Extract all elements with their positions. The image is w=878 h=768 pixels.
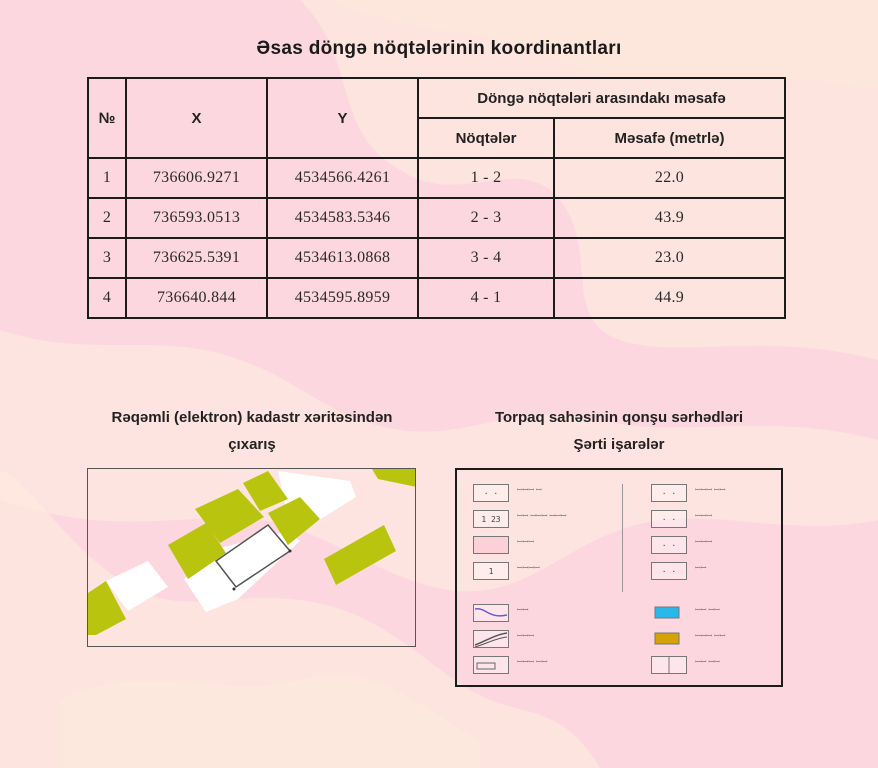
- legend-item-label: ꟷꟷ ꟷꟷ: [695, 659, 720, 666]
- cell-number: 3: [87, 237, 127, 279]
- neighbour-parcel: [268, 497, 320, 545]
- cell-x: 736640.844: [125, 277, 268, 319]
- neighbour-parcel: [324, 525, 396, 585]
- neighbour-parcel: [195, 489, 264, 543]
- cell-y: 4534595.8959: [266, 277, 419, 319]
- neighbour-parcel: [168, 523, 226, 579]
- cell-number: 2: [87, 197, 127, 239]
- cell-points: 1 - 2: [417, 157, 555, 199]
- land-area-icon: [473, 536, 509, 554]
- cell-x: 736593.0513: [125, 197, 268, 239]
- legend-item-label: ꟷꟷ ꟷꟷ: [695, 607, 720, 614]
- table-subheader-row: Nöqtələr Məsafə (metrlə): [88, 117, 787, 159]
- boundary-point: [232, 587, 236, 591]
- cell-points: 4 - 1: [417, 277, 555, 319]
- cadastral-map-drawing: [88, 469, 415, 635]
- cell-number: 1: [87, 157, 127, 199]
- legend-item-label: ꟷꟷꟷꟷ: [517, 565, 540, 572]
- cell-distance: 22.0: [552, 157, 787, 199]
- table-row: 2 736593.0513 4534583.5346 2 - 3 43.9: [87, 197, 787, 239]
- cell-x: 736625.5391: [125, 237, 268, 279]
- header-points: Nöqtələr: [417, 117, 555, 159]
- coordinates-table: № X Y Döngə nöqtələri arasındakı məsafə …: [87, 77, 787, 319]
- building-icon: 1: [473, 562, 509, 580]
- neighbour-parcel: [243, 471, 288, 511]
- parcel-number-icon: 1 23: [473, 510, 509, 528]
- map-title-line2: çıxarış: [228, 436, 276, 453]
- page-title: Əsas döngə nöqtələrinin koordinantları: [256, 38, 622, 59]
- cell-y: 4534583.5346: [266, 197, 419, 239]
- cell-x: 736606.9271: [125, 157, 268, 199]
- road-line-icon: [473, 630, 509, 648]
- neighbour-parcel: [88, 581, 126, 635]
- legend-item-label: ꟷꟷꟷ ꟷꟷ: [695, 487, 726, 494]
- header-x: X: [125, 77, 268, 159]
- legend-item-label: ꟷꟷꟷ: [695, 513, 713, 520]
- river-line-icon: [473, 604, 509, 622]
- neighbour-parcel: [372, 469, 415, 487]
- legend-title-line2: Şərti işarələr: [573, 436, 665, 453]
- legend-item-label: ꟷꟷꟷ ꟷꟷ: [695, 633, 726, 640]
- legend-item-label: ꟷꟷꟷ ꟷ: [517, 487, 542, 494]
- legend-title-line1: Torpaq sahəsinin qonşu sərhədləri: [494, 409, 744, 426]
- legend-divider: [622, 484, 623, 592]
- table-row: 1 736606.9271 4534566.4261 1 - 2 22.0: [87, 157, 787, 199]
- cell-distance: 44.9: [552, 277, 787, 319]
- rail-line-icon: [473, 656, 509, 674]
- cell-number: 4: [87, 277, 127, 319]
- cell-y: 4534613.0868: [266, 237, 419, 279]
- table-row: 4 736640.844 4534595.8959 4 - 1 44.9: [87, 277, 787, 319]
- header-distance-group: Döngə nöqtələri arasındakı məsafə: [416, 77, 787, 119]
- cell-distance: 23.0: [552, 237, 787, 279]
- legend-item-label: ꟷꟷ: [517, 607, 529, 614]
- legend-item-label: ꟷꟷꟷ: [695, 539, 713, 546]
- table-row: 3 736625.5391 4534613.0868 3 - 4 23.0: [87, 237, 787, 279]
- map-section-title: Rəqəmli (elektron) kadastr xəritəsindən …: [80, 404, 424, 458]
- neighbour-plot-icon: · ·: [651, 536, 687, 554]
- neighbour-parcel-icon: · ·: [651, 510, 687, 528]
- cadastral-map: [87, 468, 416, 647]
- map-sheet-icon: [651, 656, 687, 674]
- cell-distance: 43.9: [552, 197, 787, 239]
- legend-item-label: ꟷꟷꟷ: [517, 633, 535, 640]
- legend-box: · · ꟷꟷꟷ ꟷ 1 23 ꟷꟷ ꟷꟷꟷ ꟷꟷꟷ ꟷꟷꟷ 1 ꟷꟷꟷꟷ ꟷꟷ …: [455, 468, 783, 687]
- cell-points: 2 - 3: [417, 197, 555, 239]
- legend-item-label: ꟷꟷꟷ: [517, 539, 535, 546]
- neighbour-boundary-icon: · ·: [651, 484, 687, 502]
- legend-item-label: ꟷꟷ: [695, 565, 707, 572]
- legend-section-title: Torpaq sahəsinin qonşu sərhədləri Şərti …: [455, 404, 783, 458]
- legend-item-label: ꟷꟷ ꟷꟷꟷ ꟷꟷꟷ: [517, 513, 567, 520]
- header-distance: Məsafə (metrlə): [552, 117, 787, 159]
- boundary-point: [288, 549, 292, 553]
- header-y: Y: [266, 77, 419, 159]
- neighbour-other-icon: · ·: [651, 562, 687, 580]
- cell-points: 3 - 4: [417, 237, 555, 279]
- agricultural-land-icon: [651, 630, 687, 648]
- water-body-icon: [651, 604, 687, 622]
- boundary-points-icon: · ·: [473, 484, 509, 502]
- neighbour-land-white: [106, 561, 168, 611]
- header-number: №: [87, 77, 127, 159]
- legend-item-label: ꟷꟷꟷ ꟷꟷ: [517, 659, 548, 666]
- table-header-row: № X Y Döngə nöqtələri arasındakı məsafə: [87, 77, 787, 159]
- cell-y: 4534566.4261: [266, 157, 419, 199]
- map-title-line1: Rəqəmli (elektron) kadastr xəritəsindən: [111, 409, 393, 426]
